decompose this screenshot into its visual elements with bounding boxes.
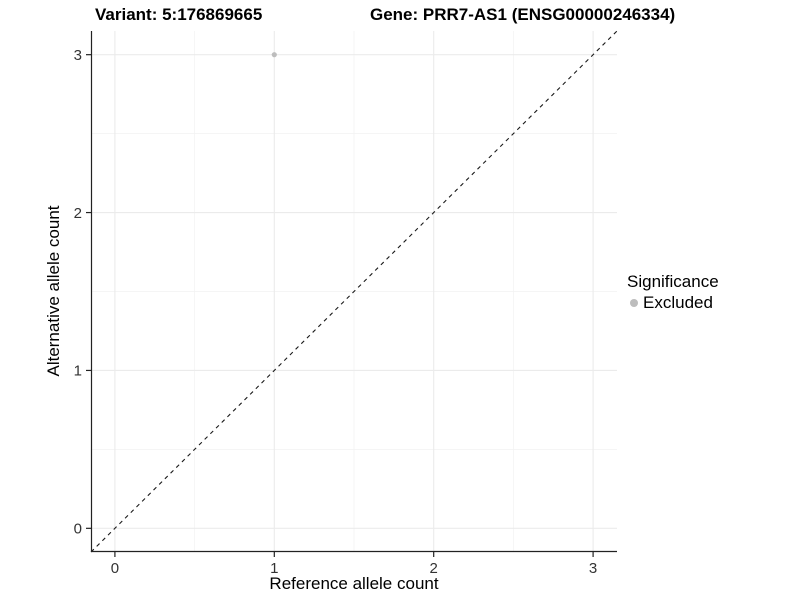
legend: Significance Excluded bbox=[627, 272, 719, 313]
identity-line bbox=[90, 30, 618, 553]
y-tick-label: 2 bbox=[74, 205, 82, 222]
plot-panel: 0 1 2 3 0 1 2 3 bbox=[74, 30, 618, 577]
legend-item-label: Excluded bbox=[643, 293, 713, 312]
x-tick-label: 0 bbox=[111, 560, 119, 577]
gene-title: Gene: PRR7-AS1 (ENSG00000246334) bbox=[370, 5, 676, 24]
variant-title: Variant: 5:176869665 bbox=[95, 5, 263, 24]
x-tick-label: 2 bbox=[430, 560, 438, 577]
y-tick-label: 0 bbox=[74, 521, 82, 538]
x-tick-label: 1 bbox=[270, 560, 278, 577]
legend-item-excluded: Excluded bbox=[627, 293, 719, 313]
x-tick-label: 3 bbox=[589, 560, 597, 577]
legend-dot-icon bbox=[630, 299, 638, 307]
data-point bbox=[271, 52, 277, 58]
x-axis-title: Reference allele count bbox=[269, 574, 439, 593]
y-tick-label: 3 bbox=[74, 47, 82, 64]
legend-title: Significance bbox=[627, 272, 719, 291]
y-tick-label: 1 bbox=[74, 363, 82, 380]
y-axis-title: Alternative allele count bbox=[44, 205, 63, 377]
